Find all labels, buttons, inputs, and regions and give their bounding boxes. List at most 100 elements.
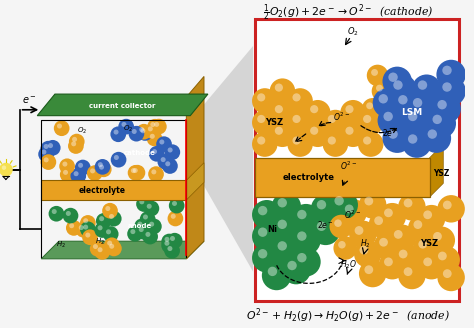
Circle shape	[349, 221, 376, 248]
Circle shape	[90, 168, 95, 174]
Circle shape	[362, 98, 383, 120]
Circle shape	[372, 80, 393, 102]
Circle shape	[412, 74, 441, 104]
Circle shape	[106, 211, 122, 227]
Circle shape	[275, 84, 283, 92]
Circle shape	[437, 60, 466, 89]
Circle shape	[167, 246, 173, 251]
Polygon shape	[186, 163, 204, 200]
Circle shape	[388, 225, 416, 252]
Circle shape	[164, 243, 180, 258]
Circle shape	[114, 155, 119, 160]
Circle shape	[99, 165, 104, 170]
Circle shape	[257, 93, 265, 101]
Polygon shape	[429, 144, 443, 197]
Circle shape	[257, 115, 265, 123]
Circle shape	[148, 166, 164, 182]
Circle shape	[278, 241, 287, 251]
Circle shape	[433, 232, 442, 241]
Circle shape	[133, 168, 138, 173]
Circle shape	[404, 267, 412, 276]
Circle shape	[103, 226, 118, 242]
Text: $2e^-$: $2e^-$	[317, 219, 334, 231]
Polygon shape	[186, 76, 204, 259]
Circle shape	[96, 213, 112, 229]
Circle shape	[258, 249, 267, 258]
Circle shape	[438, 252, 447, 260]
Circle shape	[83, 225, 88, 230]
Circle shape	[164, 237, 170, 242]
Circle shape	[437, 76, 466, 106]
Circle shape	[68, 138, 84, 154]
Circle shape	[365, 197, 373, 205]
Circle shape	[423, 257, 432, 266]
Circle shape	[102, 203, 118, 218]
Circle shape	[146, 218, 162, 234]
Circle shape	[282, 255, 311, 284]
Circle shape	[418, 252, 445, 279]
Circle shape	[354, 240, 382, 268]
Circle shape	[422, 124, 451, 153]
Circle shape	[66, 220, 82, 236]
Circle shape	[297, 231, 307, 241]
Circle shape	[339, 199, 367, 226]
Circle shape	[83, 218, 88, 223]
Bar	[255, 19, 459, 301]
Circle shape	[63, 170, 68, 175]
Circle shape	[130, 229, 136, 234]
Circle shape	[142, 229, 158, 244]
Circle shape	[408, 134, 418, 144]
Circle shape	[392, 89, 422, 119]
Text: cathode: cathode	[124, 150, 156, 156]
Circle shape	[146, 131, 163, 146]
Circle shape	[438, 100, 447, 109]
Circle shape	[128, 165, 144, 181]
Circle shape	[346, 105, 354, 113]
Circle shape	[80, 215, 96, 231]
Circle shape	[134, 218, 150, 234]
Circle shape	[136, 224, 151, 239]
Circle shape	[98, 247, 102, 252]
Circle shape	[287, 131, 313, 157]
Circle shape	[258, 206, 267, 215]
Circle shape	[413, 220, 422, 229]
Circle shape	[383, 112, 393, 121]
Circle shape	[93, 244, 98, 249]
Circle shape	[252, 131, 278, 157]
Circle shape	[323, 131, 348, 157]
Circle shape	[379, 94, 388, 104]
Circle shape	[358, 131, 383, 157]
Circle shape	[54, 120, 70, 136]
Circle shape	[150, 134, 155, 139]
Circle shape	[140, 128, 146, 133]
Circle shape	[41, 154, 56, 170]
Circle shape	[310, 127, 318, 135]
Circle shape	[383, 67, 412, 96]
Text: YSZ: YSZ	[265, 118, 283, 127]
Circle shape	[150, 122, 155, 127]
Circle shape	[45, 140, 61, 156]
Text: electrolyte: electrolyte	[79, 186, 126, 195]
Circle shape	[109, 214, 114, 219]
Circle shape	[147, 119, 163, 134]
Circle shape	[147, 204, 152, 209]
Circle shape	[257, 136, 265, 145]
Circle shape	[262, 261, 291, 290]
Circle shape	[98, 162, 103, 167]
Circle shape	[413, 234, 440, 262]
Circle shape	[69, 134, 84, 149]
Text: $O_2$: $O_2$	[77, 126, 87, 136]
Circle shape	[63, 208, 78, 223]
Circle shape	[98, 225, 102, 230]
Circle shape	[48, 143, 53, 148]
Text: current collector: current collector	[90, 103, 156, 109]
Circle shape	[438, 264, 465, 291]
Circle shape	[66, 211, 71, 216]
Circle shape	[157, 154, 173, 170]
Circle shape	[106, 241, 122, 256]
Circle shape	[292, 115, 301, 123]
Circle shape	[107, 240, 112, 246]
Circle shape	[165, 161, 170, 166]
Circle shape	[340, 122, 366, 147]
Circle shape	[334, 219, 342, 227]
